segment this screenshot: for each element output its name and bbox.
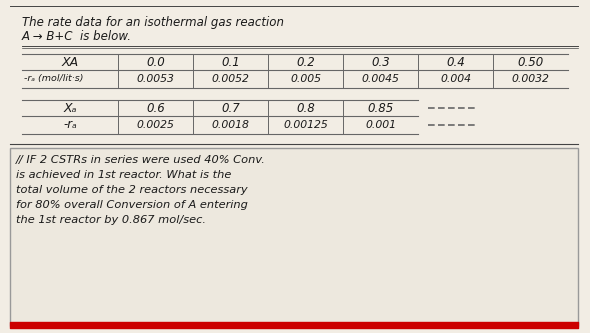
Text: // IF 2 CSTRs in series were used 40% Conv.: // IF 2 CSTRs in series were used 40% Co… bbox=[16, 155, 266, 165]
Text: 0.8: 0.8 bbox=[296, 102, 315, 115]
Text: 0.001: 0.001 bbox=[365, 120, 396, 130]
Text: for 80% overall Conversion of A entering: for 80% overall Conversion of A entering bbox=[16, 200, 248, 210]
Text: 0.6: 0.6 bbox=[146, 102, 165, 115]
Text: 0.1: 0.1 bbox=[221, 56, 240, 69]
Text: the 1st reactor by 0.867 mol/sec.: the 1st reactor by 0.867 mol/sec. bbox=[16, 215, 206, 225]
Text: is achieved in 1st reactor. What is the: is achieved in 1st reactor. What is the bbox=[16, 170, 231, 180]
FancyBboxPatch shape bbox=[10, 148, 578, 326]
Text: 0.0053: 0.0053 bbox=[136, 74, 175, 84]
Text: 0.004: 0.004 bbox=[440, 74, 471, 84]
Text: 0.00125: 0.00125 bbox=[283, 120, 328, 130]
Text: A → B+C  is below.: A → B+C is below. bbox=[22, 30, 132, 43]
Text: 0.0052: 0.0052 bbox=[212, 74, 250, 84]
Text: XA: XA bbox=[61, 56, 78, 69]
Text: Xₐ: Xₐ bbox=[63, 102, 77, 115]
Text: -rₐ: -rₐ bbox=[63, 119, 77, 132]
Text: 0.50: 0.50 bbox=[517, 56, 543, 69]
Text: 0.0032: 0.0032 bbox=[512, 74, 549, 84]
Text: total volume of the 2 reactors necessary: total volume of the 2 reactors necessary bbox=[16, 185, 248, 195]
Text: 0.0: 0.0 bbox=[146, 56, 165, 69]
Text: 0.0045: 0.0045 bbox=[362, 74, 399, 84]
Text: 0.85: 0.85 bbox=[368, 102, 394, 115]
Text: 0.0018: 0.0018 bbox=[212, 120, 250, 130]
Text: 0.0025: 0.0025 bbox=[136, 120, 175, 130]
Text: 0.005: 0.005 bbox=[290, 74, 321, 84]
Text: 0.3: 0.3 bbox=[371, 56, 390, 69]
Text: 0.7: 0.7 bbox=[221, 102, 240, 115]
Text: 0.2: 0.2 bbox=[296, 56, 315, 69]
Text: 0.4: 0.4 bbox=[446, 56, 465, 69]
Text: -rₐ (mol/lit·s): -rₐ (mol/lit·s) bbox=[24, 75, 84, 84]
Text: The rate data for an isothermal gas reaction: The rate data for an isothermal gas reac… bbox=[22, 16, 284, 29]
